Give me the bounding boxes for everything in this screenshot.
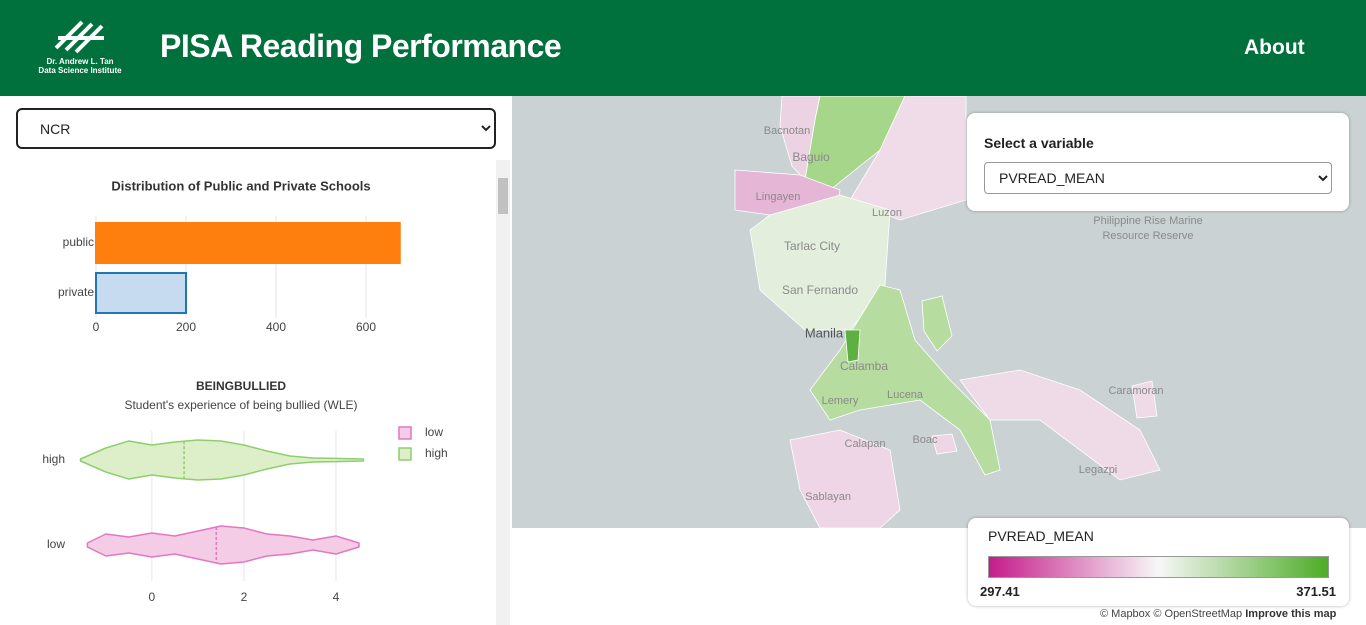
scroll-thumb[interactable] [498,178,508,214]
x-tick-label: 600 [356,320,376,334]
region-shape [959,369,1161,481]
improve-link[interactable]: Improve this map [1245,608,1337,620]
logo-line: Data Science Institute [38,66,122,75]
map-legend: PVREAD_MEAN 297.41 371.51 [968,518,1349,606]
map-label: Lucena [887,389,924,401]
x-tick-label: 0 [93,320,100,334]
legend-min: 297.41 [980,584,1020,599]
nav-link[interactable]: About [1244,36,1305,59]
logo-line: Dr. Andrew L. Tan [46,57,114,66]
violin [86,525,360,565]
chart-subtitle: Student's experience of being bullied (W… [124,398,357,412]
map-label: Manila [805,325,844,340]
region-shape [1131,380,1158,419]
bar [95,222,401,264]
region-shape [921,295,953,352]
region-shape [789,429,901,528]
map-label: Boac [912,434,938,446]
gradient-bar [988,556,1329,578]
sidebar-charts: Distribution of Public and Private Schoo… [42,178,448,604]
map-label: Lemery [822,395,859,407]
page-title: PISA Reading Performance [160,28,562,64]
legend-label: low [425,425,443,439]
map-label: Caramoran [1108,385,1163,397]
map-label: Resource Reserve [1102,230,1193,242]
attribution: © Mapbox © OpenStreetMap Improve this ma… [1100,608,1336,620]
region-shape [931,433,958,455]
variable-label: Select a variable [984,135,1094,151]
y-tick-label: public [63,235,94,249]
violin [79,439,365,481]
map-label: San Fernando [782,283,858,297]
map-label: Calapan [845,438,886,450]
legend-label: high [425,446,448,460]
scrollbar[interactable] [496,160,510,625]
variable-select[interactable]: PVREAD_MEAN [984,162,1332,194]
chart-title: Distribution of Public and Private Schoo… [111,178,370,193]
map-label: Calamba [840,359,888,373]
x-tick-label: 200 [176,320,196,334]
variable-panel: Select a variable PVREAD_MEAN [967,113,1349,211]
header: Dr. Andrew L. Tan Data Science Institute… [0,0,1366,96]
map-label: Sablayan [805,491,851,503]
map-label: Tarlac City [784,239,840,253]
map-label: Legazpi [1079,464,1118,476]
region-select[interactable]: NCR [16,108,496,149]
map-regions [734,96,1161,528]
x-tick-label: 2 [241,590,248,604]
y-tick-label: high [42,452,65,466]
map-label: Bacnotan [764,125,810,137]
x-tick-label: 0 [149,590,156,604]
bar [95,272,187,314]
x-tick-label: 400 [266,320,286,334]
attribution-text: © Mapbox © OpenStreetMap [1100,608,1243,620]
map-label: Philippine Rise Marine [1093,215,1202,227]
region-shape [849,96,967,221]
legend-max: 371.51 [1296,584,1336,599]
legend-swatch [398,426,412,440]
region-shape [844,329,861,363]
map-label: Lingayen [756,191,801,203]
logo-mark [54,20,104,54]
x-tick-label: 4 [333,590,340,604]
y-tick-label: low [47,537,65,551]
map-label: Baguio [792,150,830,164]
legend-gradient [988,556,1329,578]
map-label: Luzon [872,207,902,219]
legend-title: PVREAD_MEAN [988,528,1094,544]
legend-swatch [398,447,412,461]
y-tick-label: private [58,285,94,299]
chart-title: BEINGBULLIED [196,379,286,393]
